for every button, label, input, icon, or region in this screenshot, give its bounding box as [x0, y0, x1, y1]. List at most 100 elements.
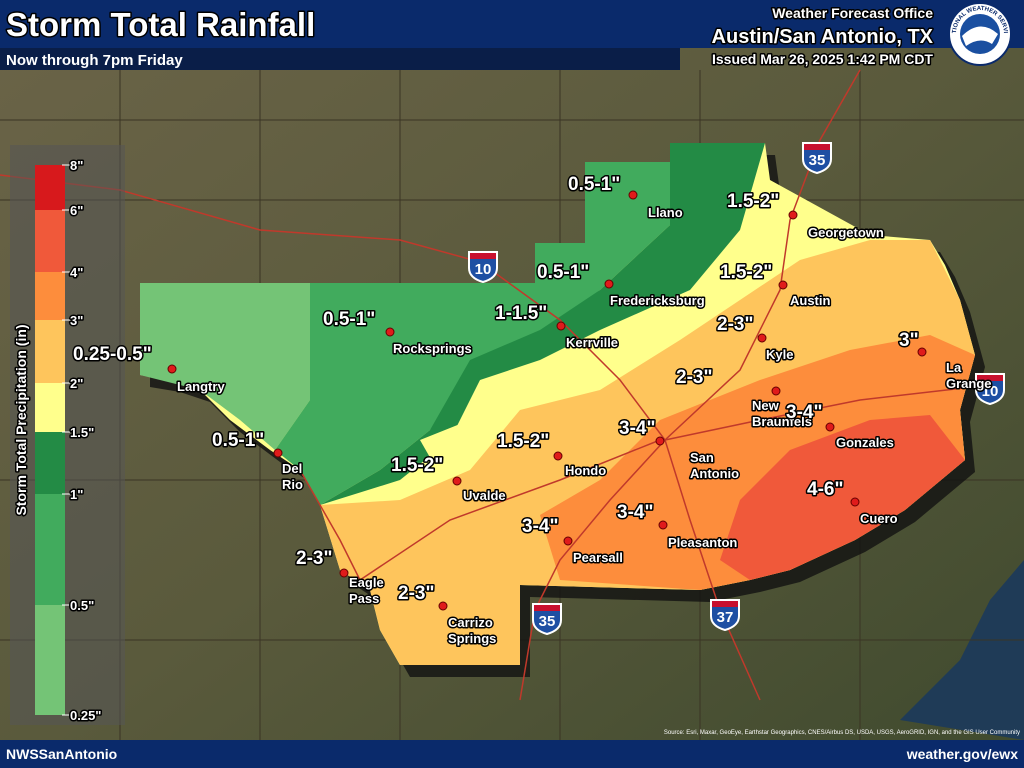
shield-top	[712, 601, 738, 607]
city-dot	[604, 279, 614, 289]
rainfall-amount: 2-3"	[676, 367, 712, 388]
rainfall-amount: 0.5-1"	[568, 174, 620, 195]
city-label: Rio	[282, 477, 303, 492]
subtitle-bar	[0, 48, 680, 70]
city-label: Grange	[946, 376, 992, 391]
city-label: Gonzales	[836, 435, 894, 450]
city-dot	[850, 497, 860, 507]
legend-swatch	[35, 383, 65, 432]
legend-swatch	[35, 210, 65, 272]
city-label: Kerrville	[566, 335, 618, 350]
city-label: Springs	[448, 631, 496, 646]
shield-top	[804, 144, 830, 150]
shield-top	[534, 605, 560, 611]
city-dot	[917, 347, 927, 357]
legend: Storm Total Precipitation (in) 8" 6" 4" 3" 2…	[10, 145, 125, 725]
footer-right: weather.gov/ewx	[906, 746, 1018, 762]
legend-title: Storm Total Precipitation (in)	[13, 324, 29, 515]
city-label: La	[946, 360, 962, 375]
legend-panel	[10, 145, 125, 725]
rainfall-amount: 0.5-1"	[212, 430, 264, 451]
rain-zone	[720, 415, 965, 580]
shield-body	[532, 603, 562, 636]
city-label: Austin	[790, 293, 831, 308]
city-dot	[788, 210, 798, 220]
rainfall-amount: 0.5-1"	[323, 309, 375, 330]
interstate-shield: 35	[802, 142, 832, 175]
shield-number: 37	[717, 609, 734, 626]
interstate-shield: 10	[975, 373, 1005, 406]
city-dot	[452, 476, 462, 486]
city-dot	[273, 448, 283, 458]
city-label: Pearsall	[573, 550, 623, 565]
interstate-shield: 37	[710, 599, 740, 632]
interstate-shield: 10	[468, 251, 498, 284]
shield-body	[710, 599, 740, 632]
legend-label: 0.5"	[70, 598, 94, 613]
city-dot	[438, 601, 448, 611]
legend-swatch	[35, 494, 65, 605]
map-labels: 35 10 35 37 10 Llano Georgetown Fredericksburg A…	[72, 142, 1005, 648]
interstate-shield: 35	[532, 603, 562, 636]
city-label: Kyle	[766, 347, 793, 362]
city-label: Antonio	[690, 466, 739, 481]
city-label: Hondo	[565, 463, 606, 478]
legend-label: 2"	[70, 376, 83, 391]
rainfall-amount: 3-4"	[522, 516, 558, 537]
shield-top	[977, 375, 1003, 381]
legend-swatch	[35, 272, 65, 320]
city-dot	[771, 386, 781, 396]
office-name: Austin/San Antonio, TX	[712, 26, 934, 48]
legend-label: 1"	[70, 487, 83, 502]
legend-label: 4"	[70, 265, 83, 280]
rainfall-amount: 3-4"	[786, 402, 822, 423]
title: Storm Total Rainfall	[6, 6, 315, 43]
rainfall-amount: 1.5-2"	[720, 262, 772, 283]
source-credit: Source: Esri, Maxar, GeoEye, Earthstar G…	[664, 730, 1020, 736]
city-label: Uvalde	[463, 488, 506, 503]
city-dot	[553, 451, 563, 461]
rain-zone	[420, 420, 480, 475]
rainfall-amount: 1.5-2"	[727, 191, 779, 212]
city-label: Pass	[349, 591, 379, 606]
city-dot	[339, 568, 349, 578]
rainfall-amount: 0.25-0.5"	[73, 344, 152, 365]
shield-number: 10	[982, 383, 999, 400]
city-label: New	[752, 398, 780, 413]
legend-swatch	[35, 605, 65, 715]
city-dot	[556, 321, 566, 331]
rainfall-amount: 1.5-2"	[497, 431, 549, 452]
legend-swatch	[35, 320, 65, 383]
shield-number: 35	[809, 152, 826, 169]
shield-number: 10	[475, 261, 492, 278]
legend-label: 3"	[70, 313, 83, 328]
rainfall-amount: 0.5-1"	[537, 262, 589, 283]
rainfall-amount: 3"	[899, 330, 919, 351]
city-label: Del	[282, 461, 302, 476]
city-dot	[825, 422, 835, 432]
rain-zone	[140, 283, 310, 450]
city-dot	[655, 436, 665, 446]
rainfall-amount: 2-3"	[717, 314, 753, 335]
office-label: Weather Forecast Office	[772, 5, 933, 21]
header-bar	[0, 0, 1024, 48]
shield-body	[975, 373, 1005, 406]
rainfall-amount: 3-4"	[619, 418, 655, 439]
legend-swatch	[35, 432, 65, 494]
city-label: Fredericksburg	[610, 293, 705, 308]
footer-bar	[0, 740, 1024, 768]
legend-label: 1.5"	[70, 425, 94, 440]
city-dot	[563, 536, 573, 546]
city-label: San	[690, 450, 714, 465]
city-dot	[385, 327, 395, 337]
rain-zone	[320, 143, 765, 505]
city-label: Langtry	[177, 379, 225, 394]
rainfall-amount: 2-3"	[296, 548, 332, 569]
city-label: Eagle	[349, 575, 384, 590]
legend-label: 6"	[70, 203, 83, 218]
footer-left: NWSSanAntonio	[6, 746, 117, 762]
city-label: Braunfels	[752, 414, 812, 429]
rainfall-amount: 4-6"	[807, 479, 843, 500]
